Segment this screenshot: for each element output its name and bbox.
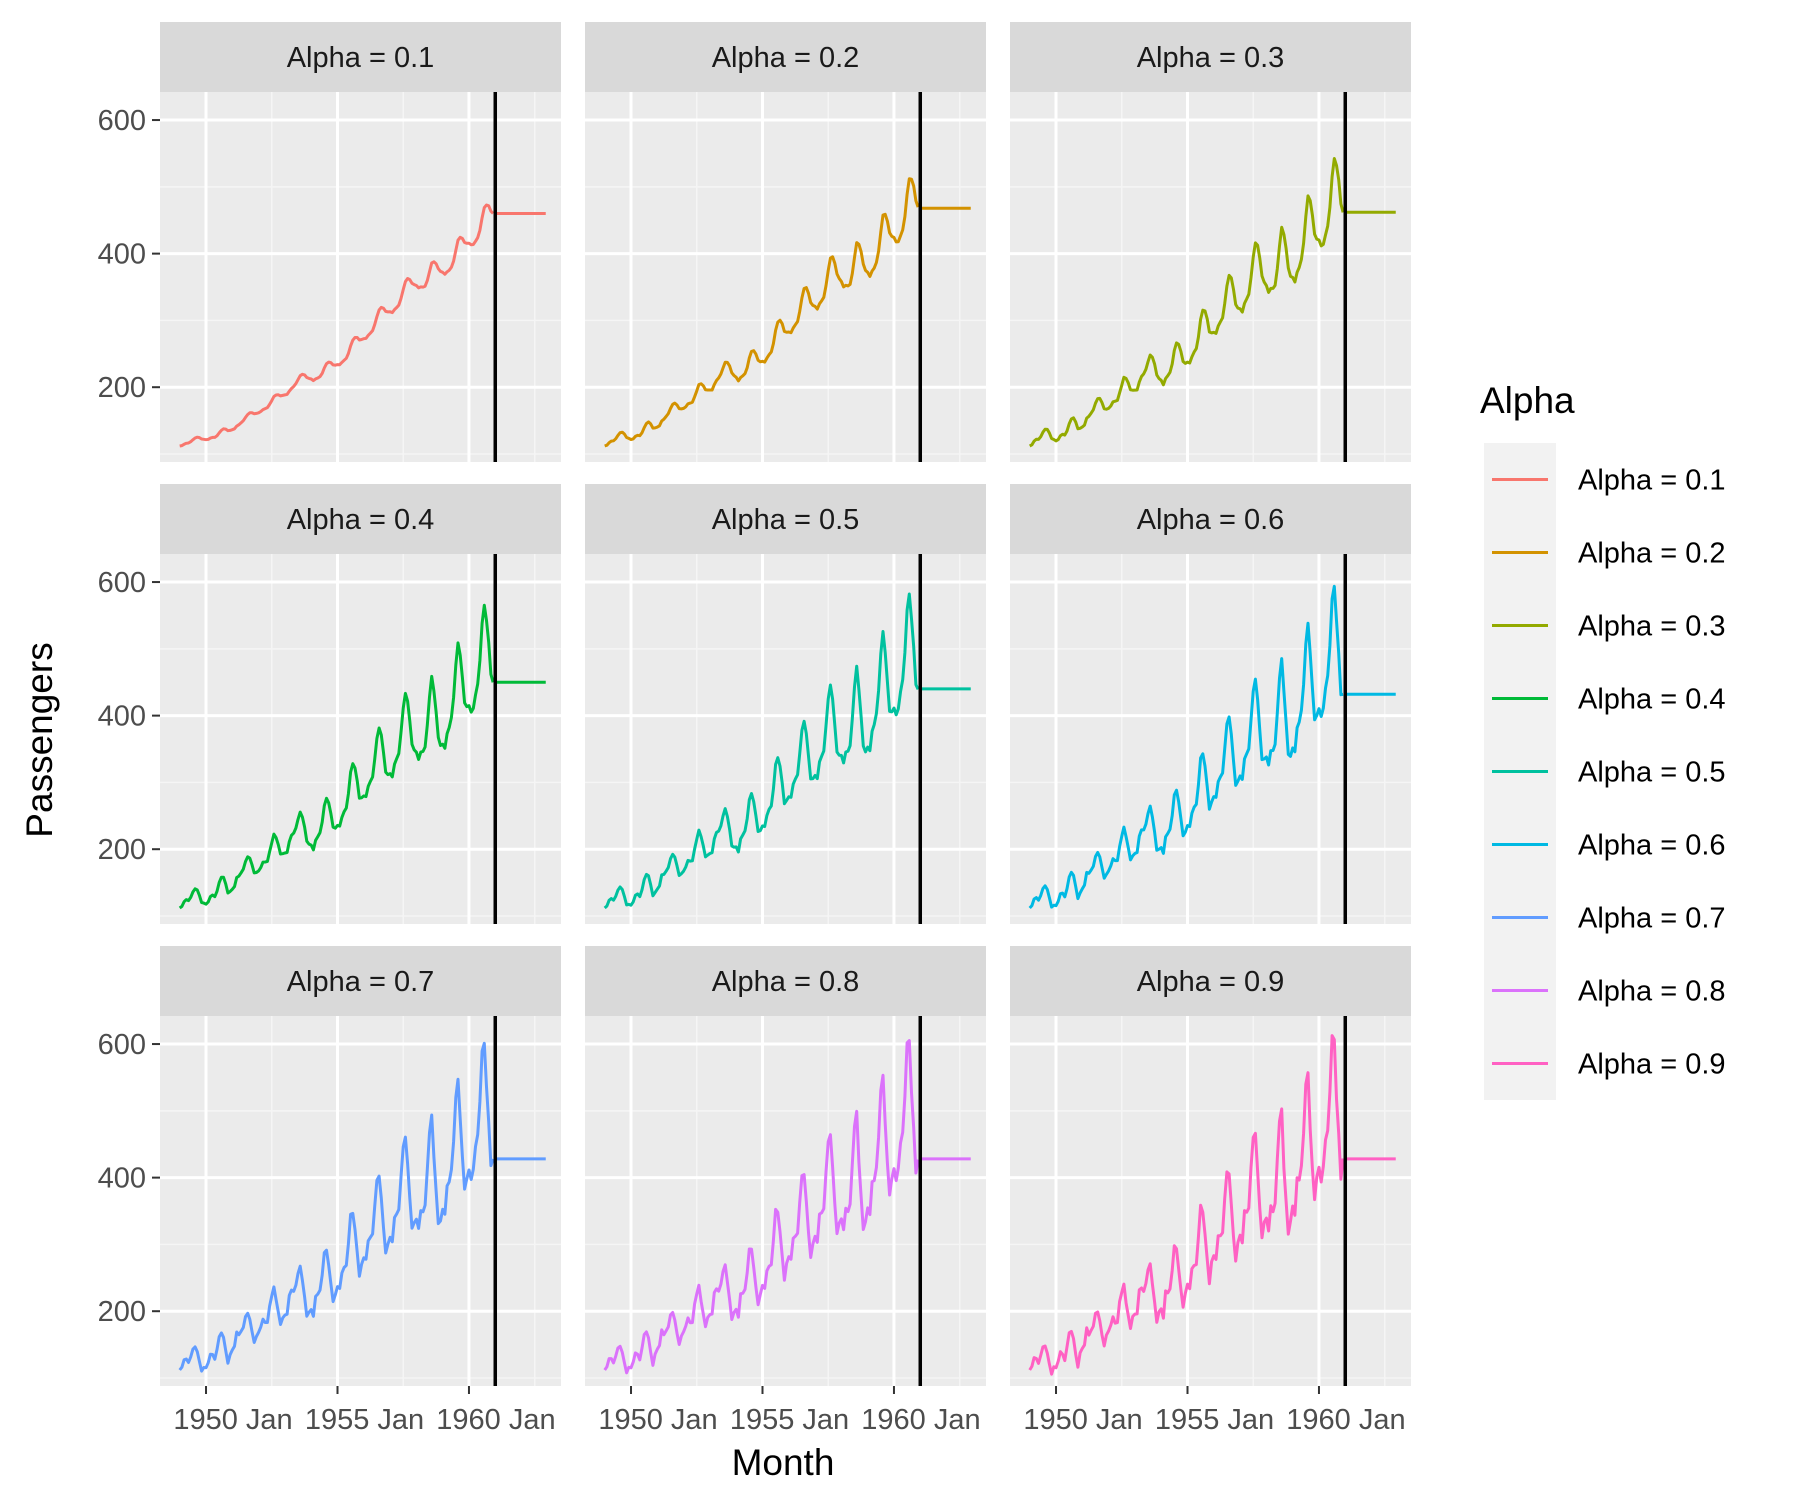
facet-strip-label: Alpha = 0.8 (712, 966, 860, 998)
panels-layer: Alpha = 0.1 200 400 600 Alpha = 0.2 Alpha = 0… (98, 22, 1411, 1436)
x-axis-title: Month (732, 1442, 835, 1483)
x-tick-label: 1950 Jan (173, 1404, 292, 1436)
facet-strip (1010, 22, 1411, 92)
fitted-series-line (604, 177, 920, 448)
legend-label: Alpha = 0.7 (1578, 903, 1726, 935)
y-tick-label: 400 (98, 1163, 146, 1195)
facet-panel: Alpha = 0.7 200 400 600 1950 Jan 1955 Jan 1960… (98, 946, 561, 1436)
facet-panel: Alpha = 0.1 200 400 600 (98, 22, 561, 462)
facet-strip (585, 946, 986, 1016)
fitted-series-line (1028, 1034, 1345, 1376)
facet-strip-label: Alpha = 0.4 (287, 504, 435, 536)
facet-strip-label: Alpha = 0.1 (287, 42, 435, 74)
y-tick-label: 400 (98, 701, 146, 733)
fitted-series-line (603, 1039, 920, 1375)
x-tick-label: 1960 Jan (1286, 1404, 1405, 1436)
fitted-series-line (178, 1041, 495, 1373)
legend-label: Alpha = 0.5 (1578, 757, 1726, 789)
legend-label: Alpha = 0.8 (1578, 976, 1726, 1008)
facet-strip (585, 22, 986, 92)
panel-background (585, 92, 986, 462)
facet-strip (585, 484, 986, 554)
facet-panel: Alpha = 0.8 1950 Jan 1955 Jan 1960 Jan (585, 946, 986, 1436)
legend-title: Alpha (1480, 380, 1575, 421)
legend-label: Alpha = 0.1 (1578, 465, 1726, 497)
legend-label: Alpha = 0.9 (1578, 1049, 1726, 1081)
legend: Alpha Alpha = 0.1 Alpha = 0.2 Alpha = 0.3 A… (1480, 380, 1726, 1100)
facet-strip (1010, 484, 1411, 554)
panel-background (1010, 92, 1411, 462)
facet-panel: Alpha = 0.9 1950 Jan 1955 Jan 1960 Jan (1010, 946, 1411, 1436)
facet-panel: Alpha = 0.3 (1010, 22, 1411, 462)
y-tick-label: 600 (98, 567, 146, 599)
fitted-series-line (179, 203, 495, 448)
facet-strip-label: Alpha = 0.9 (1137, 966, 1285, 998)
x-tick-label: 1955 Jan (1155, 1404, 1274, 1436)
y-axis-title: Passengers (19, 642, 60, 837)
facet-panel: Alpha = 0.5 (585, 484, 986, 924)
facet-strip-label: Alpha = 0.3 (1137, 42, 1285, 74)
facet-strip (1010, 946, 1411, 1016)
facet-strip (160, 484, 561, 554)
panel-background (585, 1016, 986, 1386)
x-tick-label: 1960 Jan (861, 1404, 980, 1436)
y-tick-label: 400 (98, 239, 146, 271)
panel-background (160, 92, 561, 462)
y-tick-label: 600 (98, 1029, 146, 1061)
legend-label: Alpha = 0.3 (1578, 611, 1726, 643)
facet-strip (160, 946, 561, 1016)
legend-label: Alpha = 0.4 (1578, 684, 1726, 716)
facet-panel: Alpha = 0.2 (585, 22, 986, 462)
panel-background (1010, 554, 1411, 924)
panel-background (160, 1016, 561, 1386)
y-tick-label: 200 (98, 1296, 146, 1328)
y-tick-label: 200 (98, 372, 146, 404)
y-tick-label: 200 (98, 834, 146, 866)
facet-panel: Alpha = 0.6 (1010, 484, 1411, 924)
fitted-series-line (1028, 584, 1344, 910)
x-tick-label: 1955 Jan (305, 1404, 424, 1436)
legend-label: Alpha = 0.2 (1578, 538, 1726, 570)
legend-label: Alpha = 0.6 (1578, 830, 1726, 862)
x-tick-label: 1960 Jan (436, 1404, 555, 1436)
x-tick-label: 1955 Jan (730, 1404, 849, 1436)
facet-panel: Alpha = 0.4 200 400 600 (98, 484, 561, 924)
x-tick-label: 1950 Jan (1023, 1404, 1142, 1436)
fitted-series-line (603, 592, 920, 910)
y-tick-label: 600 (98, 105, 146, 137)
fitted-series-line (178, 603, 495, 910)
facet-strip-label: Alpha = 0.6 (1137, 504, 1285, 536)
facet-strip-label: Alpha = 0.2 (712, 42, 860, 74)
facet-strip-label: Alpha = 0.5 (712, 504, 860, 536)
facet-strip-label: Alpha = 0.7 (287, 966, 435, 998)
panel-background (585, 554, 986, 924)
fitted-series-line (1028, 157, 1345, 448)
x-tick-label: 1950 Jan (598, 1404, 717, 1436)
facet-strip (160, 22, 561, 92)
panel-background (160, 554, 561, 924)
